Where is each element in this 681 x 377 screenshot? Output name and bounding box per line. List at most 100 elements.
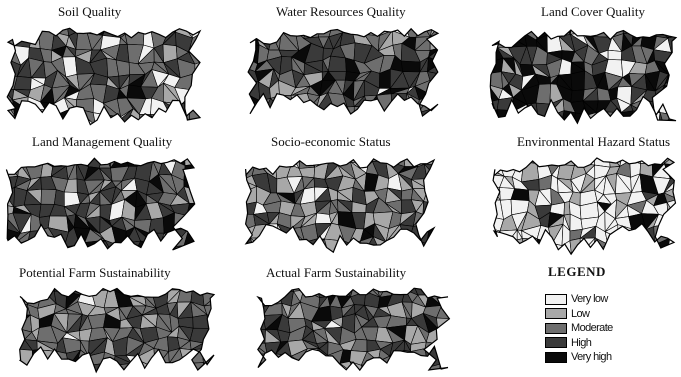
parcel [266,106,284,116]
map-land-cover-quality [489,29,678,125]
parcel [288,241,306,253]
parcel [391,28,405,32]
parcel [17,158,28,168]
parcel [536,158,550,165]
parcel [6,158,20,164]
parcel [12,240,29,250]
parcel [202,288,215,296]
legend-item-very-high: Very high [545,350,613,365]
parcel [192,98,201,111]
parcel [503,239,518,255]
parcel [256,28,269,38]
parcel [388,288,406,291]
parcel [435,288,450,292]
title-soil-quality: Soil Quality [58,4,122,19]
parcel [189,98,201,112]
parcel [616,110,634,124]
legend-title: LEGEND [548,264,606,279]
parcel [379,109,393,116]
map-boundary [6,27,202,126]
map-parcels [248,28,438,116]
parcel [641,226,656,246]
parcel [507,110,528,124]
parcel [663,158,676,166]
parcel [372,158,387,162]
parcel [590,243,609,255]
parcel [632,30,647,37]
parcel [641,240,656,255]
parcel [79,288,94,296]
parcel [74,158,89,163]
parcel [595,111,607,124]
parcel [570,70,586,92]
parcel [367,106,381,116]
parcel [186,215,195,229]
parcel [191,288,205,293]
parcel [25,288,39,297]
parcel [274,158,292,166]
parcel [150,288,172,292]
parcel [38,241,58,250]
parcel [389,365,408,371]
parcel [519,116,540,124]
parcel [40,188,57,205]
legend-label-high: High [571,336,592,349]
parcel [298,361,316,371]
parcel [31,349,44,366]
parcel [169,112,184,125]
parcel [154,362,170,372]
legend-label-very-low: Very low [571,293,608,306]
parcel [268,361,282,371]
parcel [323,158,344,162]
parcel [310,361,329,371]
parcel [248,44,260,65]
parcel [149,28,170,33]
parcel [641,30,658,37]
parcel [147,158,164,162]
parcel [139,28,152,32]
parcel [193,87,201,100]
parcel [510,188,530,202]
parcel [180,288,193,291]
parcel [36,28,55,33]
parcel [257,288,263,297]
parcel [100,114,122,125]
parcel [493,158,502,170]
parcel [128,288,147,298]
parcel [403,110,420,116]
parcel [84,239,106,250]
parcel [493,158,500,170]
parcel [423,158,434,165]
parcel [439,363,450,371]
parcel [19,367,32,372]
parcel [426,223,434,245]
parcel [79,244,91,250]
parcel [19,288,33,297]
parcel [202,362,215,372]
parcel [249,237,271,253]
parcel [51,158,68,168]
parcel [13,75,32,91]
parcel [436,317,450,332]
title-land-cover-quality: Land Cover Quality [541,4,645,19]
parcel [570,30,588,35]
parcel [377,361,393,371]
legend-item-low: Low [545,307,613,322]
parcel [519,116,539,124]
parcel [401,288,413,291]
map-socio-economic-status [244,158,436,254]
parcel [353,106,369,116]
parcel [268,361,281,371]
parcel [102,28,121,38]
parcel [54,240,67,250]
parcel [263,237,281,253]
parcel [581,158,595,164]
parcel [522,158,538,165]
parcel [150,28,170,32]
parcel [536,238,553,255]
map-soil-quality [6,27,202,126]
parcel [415,28,431,38]
parcel [262,158,278,169]
map-land-management-quality [5,157,196,251]
parcel [429,79,438,96]
